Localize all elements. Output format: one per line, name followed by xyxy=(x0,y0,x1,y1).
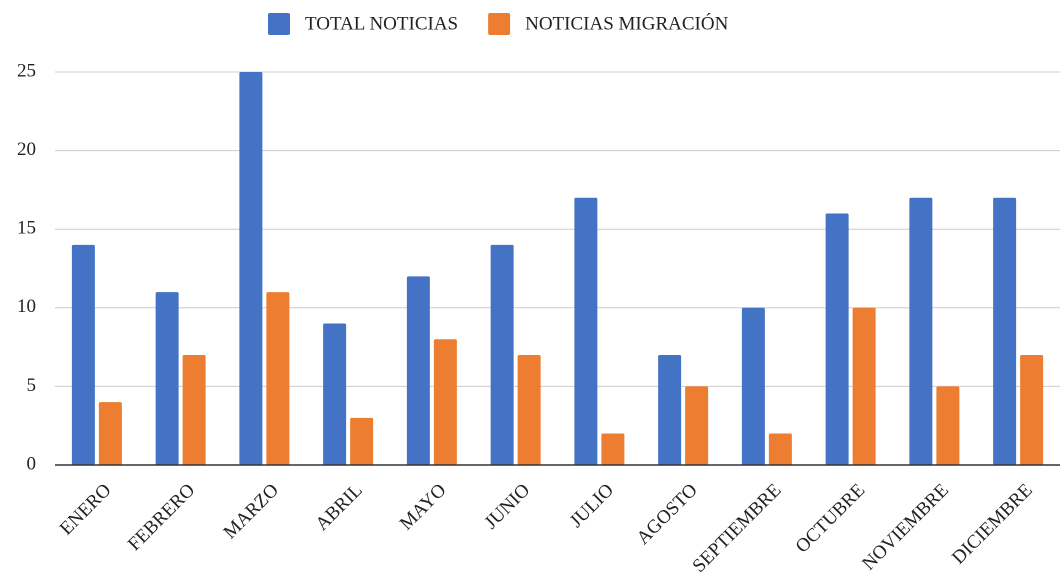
x-tick-label: JUNIO xyxy=(481,480,535,534)
x-tick-label: ABRIL xyxy=(312,480,367,535)
y-tick-label: 5 xyxy=(27,375,37,396)
bar xyxy=(658,354,682,465)
x-tick-label: MAYO xyxy=(396,480,451,535)
x-tick-label: NOVIEMBRE xyxy=(858,480,953,575)
bar xyxy=(768,433,792,465)
bar xyxy=(825,213,849,465)
y-tick-label: 25 xyxy=(17,60,36,81)
y-tick-label: 20 xyxy=(17,139,36,160)
legend-label: TOTAL NOTICIAS xyxy=(305,13,458,34)
legend-swatch xyxy=(268,13,290,35)
bar xyxy=(574,197,598,465)
y-tick-label: 10 xyxy=(17,296,36,317)
x-tick-label: OCTUBRE xyxy=(792,480,870,558)
x-tick-label: DICIEMBRE xyxy=(948,480,1037,569)
bar xyxy=(98,402,122,465)
y-tick-label: 15 xyxy=(17,218,36,239)
bar xyxy=(433,339,457,465)
bar xyxy=(155,292,179,465)
bar xyxy=(1020,354,1044,465)
bar xyxy=(852,307,876,465)
bar xyxy=(266,292,290,465)
bar xyxy=(490,244,514,465)
legend-swatch xyxy=(488,13,511,35)
legend: TOTAL NOTICIAS NOTICIAS MIGRACIÓN xyxy=(268,12,729,35)
bar xyxy=(741,307,765,465)
x-tick-label: ENERO xyxy=(56,480,116,540)
x-tick-label: MARZO xyxy=(220,480,283,543)
bar xyxy=(239,72,263,465)
x-tick-label: FEBRERO xyxy=(124,480,199,555)
bar xyxy=(182,354,206,465)
bar xyxy=(909,197,933,465)
bar xyxy=(993,197,1017,465)
x-tick-label: AGOSTO xyxy=(633,480,702,549)
bar xyxy=(936,386,960,465)
bar xyxy=(350,417,374,465)
bar xyxy=(406,276,430,465)
bar xyxy=(71,244,95,465)
bar xyxy=(601,433,625,465)
bar xyxy=(517,354,541,465)
legend-label: NOTICIAS MIGRACIÓN xyxy=(525,12,728,34)
x-tick-label: JULIO xyxy=(566,480,618,532)
x-tick-label: SEPTIEMBRE xyxy=(689,480,786,577)
bar xyxy=(685,386,709,465)
y-tick-label: 0 xyxy=(27,453,37,474)
bar xyxy=(323,323,347,465)
